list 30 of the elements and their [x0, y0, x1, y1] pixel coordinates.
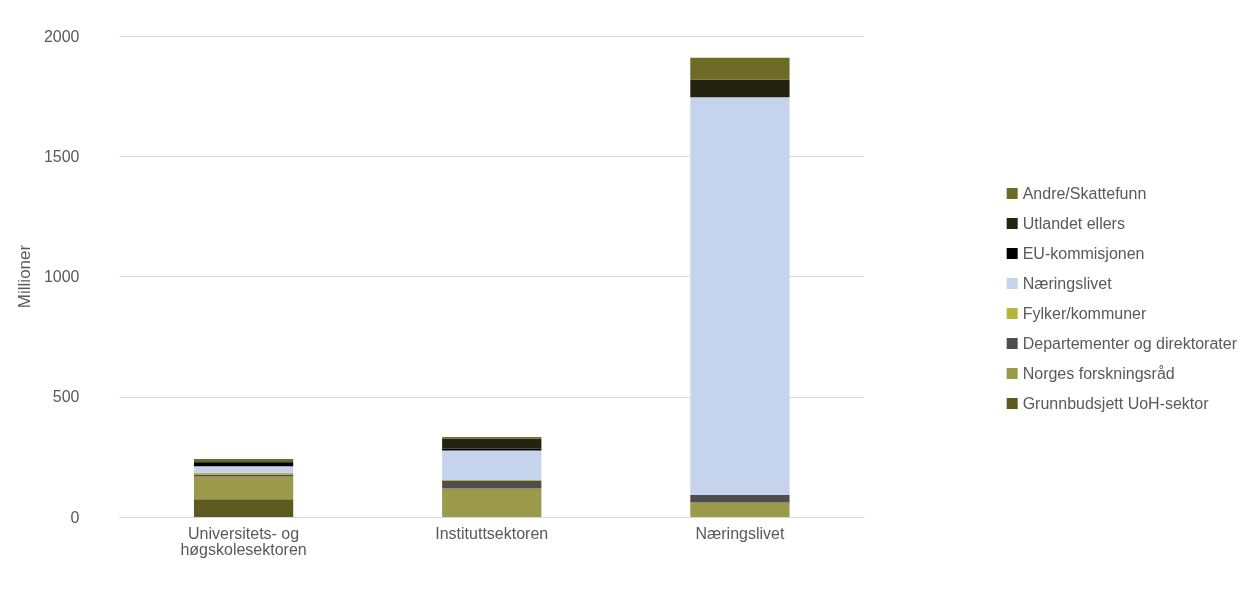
- y-axis-title: Millioner: [15, 244, 34, 309]
- bar: [193, 462, 294, 467]
- y-tick-label: 500: [52, 388, 80, 406]
- legend-label: EU-kommisjonen: [1022, 245, 1145, 262]
- legend-label: Næringslivet: [1022, 275, 1113, 292]
- bar: [690, 502, 790, 517]
- y-tick-label: 2000: [43, 27, 80, 45]
- bar: [193, 476, 294, 500]
- bar: [442, 450, 542, 480]
- y-tick-label: 0: [70, 508, 80, 526]
- bar: [442, 488, 542, 517]
- y-tick-label: 1000: [43, 268, 80, 285]
- bar: [442, 438, 542, 449]
- x-tick-label: Universitets- og høgskolesektoren: [180, 524, 307, 558]
- legend-label: Andre/Skattefunn: [1022, 185, 1147, 202]
- legend-label: Norges forskningsråd: [1022, 365, 1175, 382]
- legend-label: Grunnbudsjett UoH-sektor: [1022, 395, 1210, 412]
- bar: [690, 97, 790, 496]
- bar: [193, 466, 294, 473]
- bar: [690, 495, 790, 503]
- legend-label: Utlandet ellers: [1022, 215, 1125, 232]
- x-tick-label: Instituttsektoren: [435, 524, 549, 542]
- legend-label: Departementer og direktorater: [1022, 335, 1238, 352]
- y-tick-label: 1500: [43, 147, 80, 165]
- bar: [690, 57, 790, 80]
- legend-label: Fylker/kommuner: [1022, 305, 1147, 322]
- bar: [442, 480, 542, 489]
- bar: [690, 79, 790, 98]
- x-tick-label: Næringslivet: [695, 524, 785, 542]
- bar: [193, 499, 294, 517]
